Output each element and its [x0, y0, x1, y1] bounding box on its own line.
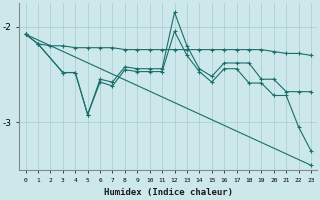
X-axis label: Humidex (Indice chaleur): Humidex (Indice chaleur) — [104, 188, 233, 197]
